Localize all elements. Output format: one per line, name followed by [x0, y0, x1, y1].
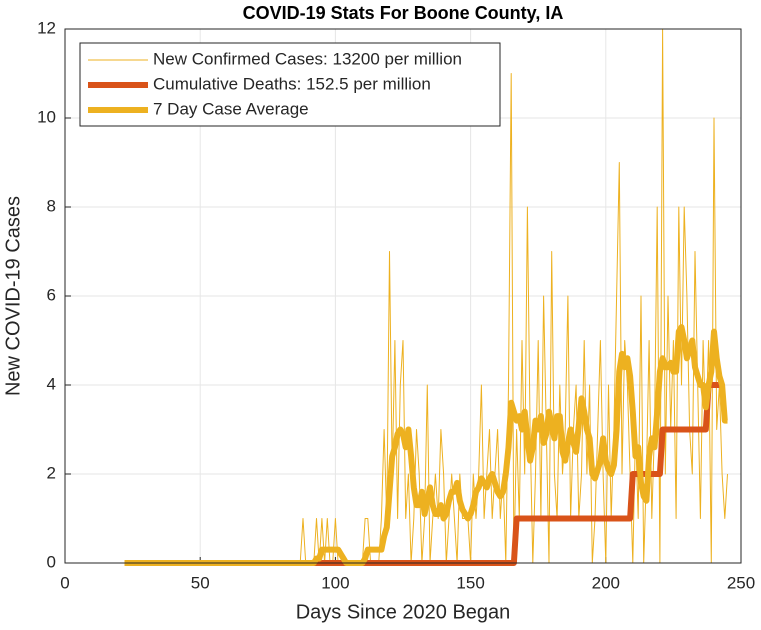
y-tick-label: 4: [47, 374, 56, 393]
y-tick-label: 0: [47, 552, 56, 571]
series-line: [124, 324, 728, 566]
axes-box: [64, 28, 742, 564]
x-tick-label: 250: [727, 573, 755, 592]
legend-box: [79, 42, 501, 127]
x-tick-label: 100: [321, 573, 349, 592]
y-tick-label: 10: [37, 107, 56, 126]
x-tick-label: 50: [191, 573, 210, 592]
x-tick-label: 0: [60, 573, 69, 592]
y-tick-label: 8: [47, 196, 56, 215]
y-tick-label: 6: [47, 285, 56, 304]
y-tick-label: 2: [47, 463, 56, 482]
x-axis-label: Days Since 2020 Began: [296, 601, 511, 623]
legend-label: Cumulative Deaths: 152.5 per million: [153, 74, 431, 93]
legend-label: 7 Day Case Average: [153, 99, 309, 118]
y-axis-label: New COVID-19 Cases: [2, 196, 24, 396]
series-line: [124, 28, 728, 564]
y-tick-label: 12: [37, 18, 56, 37]
x-tick-label: 200: [592, 573, 620, 592]
legend-label: New Confirmed Cases: 13200 per million: [153, 49, 462, 68]
x-tick-label: 150: [456, 573, 484, 592]
chart-title: COVID-19 Stats For Boone County, IA: [243, 3, 564, 23]
